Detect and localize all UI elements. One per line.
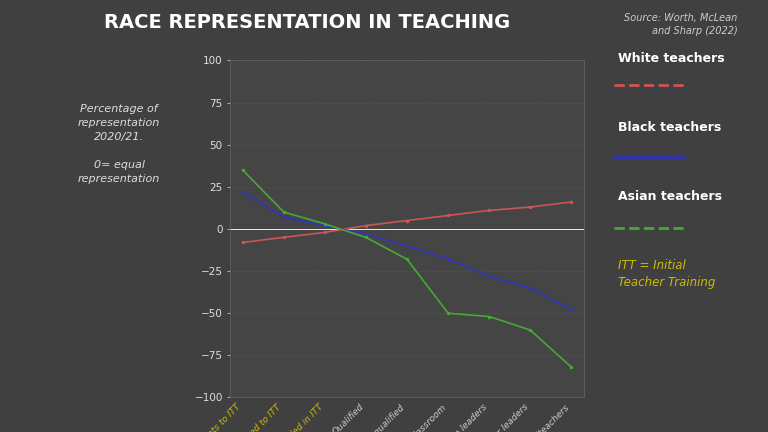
Text: Black teachers: Black teachers	[618, 121, 721, 134]
Text: RACE REPRESENTATION IN TEACHING: RACE REPRESENTATION IN TEACHING	[104, 13, 510, 32]
Text: Source: Worth, McLean
and Sharp (2022): Source: Worth, McLean and Sharp (2022)	[624, 13, 737, 36]
Text: Asian teachers: Asian teachers	[618, 190, 722, 203]
Text: Percentage of
representation
2020/21.

0= equal
representation: Percentage of representation 2020/21. 0=…	[78, 104, 161, 184]
Text: White teachers: White teachers	[618, 52, 725, 65]
Text: ITT = Initial
Teacher Training: ITT = Initial Teacher Training	[618, 259, 716, 289]
